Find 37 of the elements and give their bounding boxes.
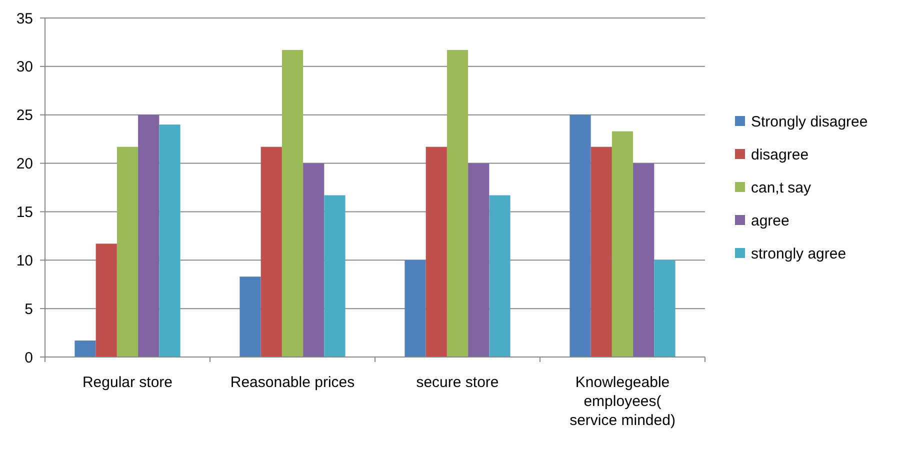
legend-label: agree bbox=[751, 212, 790, 230]
legend-label: disagree bbox=[751, 146, 809, 164]
bar bbox=[96, 244, 117, 357]
bar bbox=[159, 124, 180, 357]
bar bbox=[138, 114, 160, 357]
bar bbox=[426, 146, 447, 357]
bar bbox=[282, 50, 304, 357]
bar bbox=[260, 146, 282, 357]
bar bbox=[612, 131, 634, 357]
bar bbox=[404, 260, 426, 357]
y-tick-label: 5 bbox=[24, 300, 33, 318]
bar bbox=[324, 195, 346, 357]
bar bbox=[468, 163, 490, 357]
bar bbox=[74, 340, 96, 357]
x-tick-label: Knowlegeable employees( service minded) bbox=[570, 374, 676, 429]
bar bbox=[116, 146, 138, 357]
y-tick-label: 25 bbox=[16, 107, 33, 124]
legend-label: Strongly disagree bbox=[751, 113, 868, 130]
x-tick-label: Regular store bbox=[82, 374, 173, 391]
bar bbox=[446, 50, 468, 357]
bar bbox=[633, 163, 654, 357]
y-tick-label: 30 bbox=[16, 58, 33, 76]
bar bbox=[240, 276, 261, 357]
bar bbox=[570, 114, 591, 357]
y-tick-label: 20 bbox=[16, 156, 33, 173]
x-tick-label: secure store bbox=[416, 374, 499, 391]
y-tick-label: 35 bbox=[16, 10, 33, 28]
legend-label: strongly agree bbox=[751, 245, 846, 262]
bar bbox=[590, 146, 612, 357]
x-tick-label: Reasonable prices bbox=[230, 374, 355, 391]
y-tick-label: 0 bbox=[24, 349, 33, 366]
y-tick-label: 15 bbox=[16, 204, 33, 221]
bar bbox=[303, 163, 324, 357]
bar bbox=[654, 260, 676, 357]
bar bbox=[489, 195, 510, 357]
legend-label: can,t say bbox=[751, 179, 812, 196]
y-tick-label: 10 bbox=[16, 252, 33, 270]
